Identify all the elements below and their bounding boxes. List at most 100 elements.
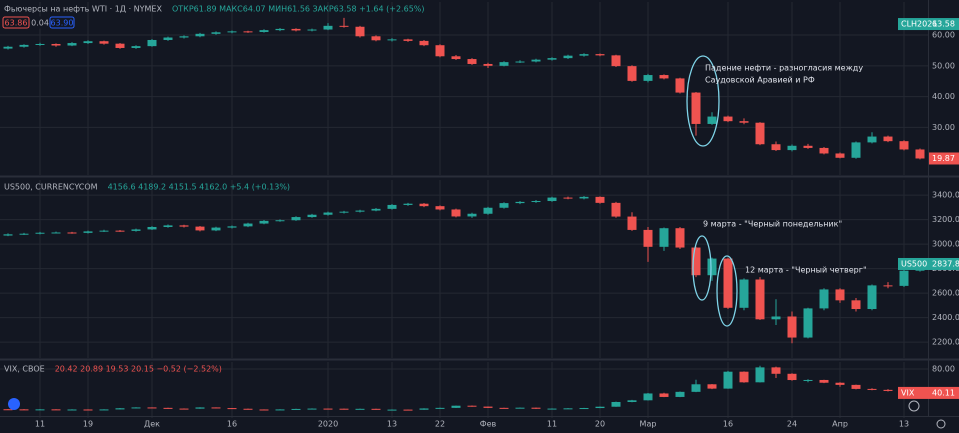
candle-body — [227, 31, 237, 33]
candle-body — [179, 408, 189, 410]
candle-body — [611, 401, 621, 407]
candle-body — [99, 230, 109, 232]
candle-body — [387, 39, 397, 41]
candle-body — [275, 28, 285, 31]
candle-body — [483, 207, 493, 214]
candle-body — [515, 407, 525, 409]
candle-body — [483, 406, 493, 408]
pane-title: Фьючерсы на нефть WTI · 1Д · NYMEX — [4, 5, 162, 14]
candle-body — [19, 233, 29, 235]
candle-body — [403, 203, 413, 205]
candle-body — [387, 204, 397, 209]
ohlc-values: 20.42 20.89 19.53 20.15 −0.52 (−2.52%) — [55, 365, 222, 374]
candle-body — [723, 371, 733, 389]
settings-icon[interactable] — [936, 419, 946, 429]
price-tag — [898, 257, 959, 270]
candle-body — [83, 231, 93, 233]
candle-body — [371, 36, 381, 41]
candle-body — [83, 41, 93, 44]
candle-body — [83, 409, 93, 411]
candle-body — [355, 408, 365, 410]
candle-body — [211, 407, 221, 409]
candle-body — [531, 407, 541, 409]
candle-body — [595, 196, 605, 203]
candle-body — [467, 405, 477, 407]
candle-body — [307, 408, 317, 410]
candle-body — [611, 202, 621, 217]
candle-body — [451, 56, 461, 60]
candle-body — [659, 75, 669, 79]
y-tick-label: 3200.0 — [932, 215, 959, 224]
candle-body — [563, 55, 573, 59]
candle-body — [755, 122, 765, 145]
candle-body — [403, 39, 413, 41]
candle-body — [115, 43, 125, 48]
candle-body — [515, 61, 525, 63]
candle-body — [19, 409, 29, 411]
x-tick-label: 22 — [435, 420, 445, 429]
x-tick-label: 2020 — [318, 420, 338, 429]
candle-body — [131, 46, 141, 48]
candle-body — [419, 203, 429, 207]
y-tick-label: 2200.0 — [932, 338, 959, 347]
candle-body — [803, 379, 813, 381]
candle-body — [67, 43, 77, 46]
candle-body — [915, 149, 925, 159]
candle-body — [483, 63, 493, 66]
candle-body — [19, 44, 29, 47]
candle-body — [211, 227, 221, 231]
x-tick-label: 13 — [387, 420, 397, 429]
candle-body — [883, 136, 893, 142]
candle-body — [867, 285, 877, 310]
x-tick-label: Мар — [640, 420, 657, 429]
candle-body — [563, 197, 573, 199]
candle-body — [819, 147, 829, 154]
candle-body — [275, 409, 285, 411]
x-tick-label: Дек — [144, 420, 160, 429]
candle-body — [371, 408, 381, 410]
y-tick-label: 40.00 — [932, 92, 955, 101]
candle-body — [675, 78, 685, 93]
candle-body — [227, 408, 237, 410]
annotation: Падение нефти - разногласия между — [705, 64, 863, 73]
candle-body — [339, 25, 349, 27]
candle-body — [3, 46, 13, 49]
settings-icon[interactable] — [908, 400, 920, 412]
candle-body — [291, 217, 301, 221]
pane-icon[interactable] — [8, 398, 20, 410]
candle-body — [627, 400, 637, 402]
candle-body — [131, 229, 141, 231]
candle-body — [339, 408, 349, 410]
candle-body — [115, 230, 125, 232]
candle-body — [147, 39, 157, 47]
candle-body — [323, 212, 333, 215]
candle-body — [307, 214, 317, 218]
y-tick-label: 60.00 — [932, 31, 955, 40]
candle-body — [307, 29, 317, 31]
candle-body — [835, 153, 845, 158]
y-tick-label: 2400.0 — [932, 313, 959, 322]
ohlc-values: ОТКР61.89 МАКС64.07 МИН61.56 ЗАКР63.58 +… — [172, 5, 425, 14]
candle-body — [35, 43, 45, 45]
candle-body — [147, 226, 157, 230]
price-tag-value: 63.58 — [932, 20, 955, 29]
candle-body — [883, 285, 893, 287]
candle-body — [355, 210, 365, 212]
candle-body — [259, 409, 269, 411]
candle-body — [67, 409, 77, 411]
y-tick-label: 3400.0 — [932, 191, 959, 200]
x-tick-label: Фев — [480, 420, 497, 429]
candle-body — [739, 371, 749, 383]
candle-body — [323, 408, 333, 410]
candle-body — [99, 409, 109, 411]
quote-button — [31, 16, 49, 29]
price-tag-name: CLH2021 — [901, 20, 937, 29]
price-tag-value: 2837.8 — [932, 259, 959, 268]
highlight-ellipse — [692, 235, 712, 301]
x-tick-label: 11 — [547, 420, 557, 429]
candle-body — [435, 407, 445, 409]
ohlc-values: 4156.6 4189.2 4151.5 4162.0 +5.4 (+0.13%… — [108, 183, 290, 192]
candle-body — [355, 26, 365, 37]
